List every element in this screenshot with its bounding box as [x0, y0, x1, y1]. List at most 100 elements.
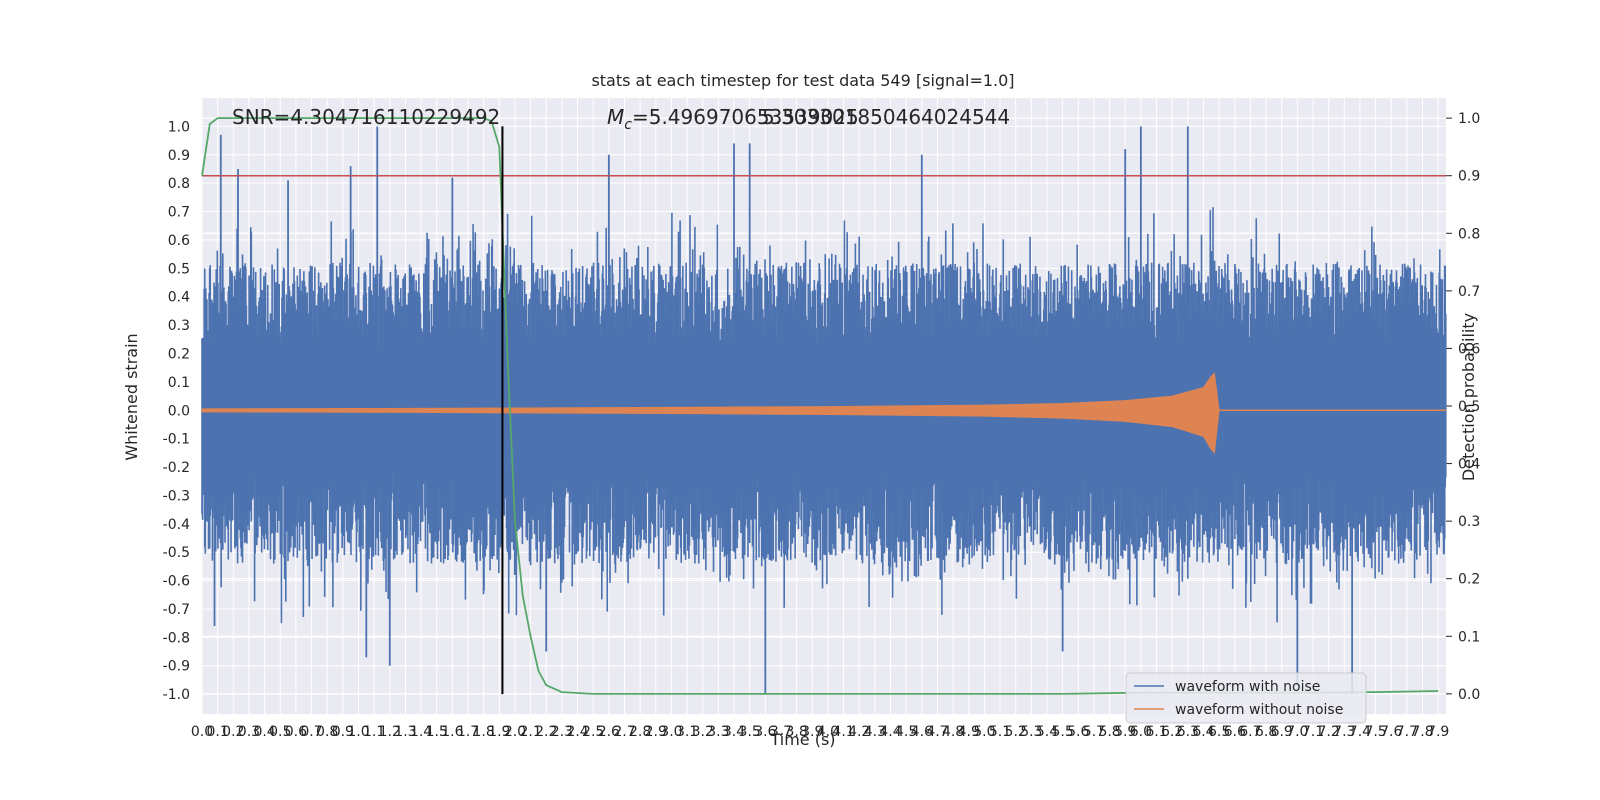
y-tick-label: 0.6 — [168, 233, 190, 249]
x-tick-label: 1.3 — [394, 724, 416, 740]
x-tick-label: 2.6 — [598, 724, 620, 740]
x-tick-label: 5.4 — [1036, 724, 1058, 740]
x-tick-label: 3.0 — [660, 724, 682, 740]
y2-tick-label: 0.1 — [1458, 629, 1480, 645]
x-tick-label: 0.3 — [238, 724, 260, 740]
y-tick-label: 0.7 — [168, 205, 190, 221]
detection-probability-line — [201, 117, 1439, 695]
y2-axis-label: Detection probability — [1459, 313, 1478, 481]
x-tick-label: 6.9 — [1271, 724, 1293, 740]
x-tick-label: 7.9 — [1427, 724, 1449, 740]
y-tick-label: -0.5 — [163, 545, 190, 561]
x-tick-label: 1.1 — [363, 724, 385, 740]
x-tick-label: 1.0 — [347, 724, 369, 740]
y-axis-label: Whitened strain — [122, 333, 141, 460]
y-tick-label: -0.7 — [163, 602, 190, 618]
x-tick-label: 3.9 — [801, 724, 823, 740]
x-tick-label: 6.8 — [1255, 724, 1277, 740]
x-tick-label: 4.9 — [958, 724, 980, 740]
y-tick-labels: -1.0 -0.9 -0.8 -0.7 -0.6 -0.5 -0.4 -0.3 -0.2 -0.1… — [163, 119, 190, 703]
y-tick-label: -0.6 — [163, 574, 190, 590]
y-tick-label: -0.1 — [163, 432, 190, 448]
x-tick-label: 2.8 — [629, 724, 651, 740]
y-tick-label: -0.8 — [163, 630, 190, 646]
x-tick-label: 5.0 — [973, 724, 995, 740]
y2-tick-label: 0.5 — [1458, 399, 1480, 415]
x-tick-label: 7.6 — [1380, 724, 1402, 740]
x-tick-label: 5.2 — [1005, 724, 1027, 740]
y-tick-label: 0.2 — [168, 346, 190, 362]
y2-tick-label: 0.3 — [1458, 514, 1480, 530]
y-tick-label: 0.9 — [168, 148, 190, 164]
x-tick-label: 1.7 — [457, 724, 479, 740]
legend-box — [1125, 672, 1367, 724]
x-tick-label: 7.3 — [1333, 724, 1355, 740]
x-tick-label: 2.0 — [504, 724, 526, 740]
x-tick-label: 3.1 — [676, 724, 698, 740]
y-tick-label: 0.8 — [168, 176, 190, 192]
x-tick-label: 5.1 — [989, 724, 1011, 740]
x-tick-label: 6.0 — [1130, 724, 1152, 740]
y-tick-label: 0.5 — [168, 261, 190, 277]
x-tick-label: 0.0 — [191, 724, 213, 740]
mc-value-a: =5.496970653539025 — [632, 105, 859, 129]
x-tick-label: 2.1 — [519, 724, 541, 740]
x-tick-label: 4.6 — [911, 724, 933, 740]
y2-tick-label: 0.2 — [1458, 572, 1480, 588]
x-tick-label: 5.6 — [1067, 724, 1089, 740]
x-tick-label: 0.9 — [332, 724, 354, 740]
y2-tick-label: 0.6 — [1458, 341, 1480, 357]
x-tick-label: 0.2 — [222, 724, 244, 740]
y-tick-label: -1.0 — [163, 687, 190, 703]
legend: waveform with noise waveform without noi… — [1125, 672, 1367, 724]
x-tick-label: 4.2 — [848, 724, 870, 740]
x-tick-label: 6.7 — [1239, 724, 1261, 740]
x-tick-label: 1.2 — [379, 724, 401, 740]
x-tick-label: 1.5 — [426, 724, 448, 740]
x-tick-label: 4.3 — [864, 724, 886, 740]
x-tick-label: 3.4 — [723, 724, 745, 740]
x-tick-label: 7.2 — [1318, 724, 1340, 740]
x-tick-label: 1.4 — [410, 724, 432, 740]
x-tick-label: 4.5 — [895, 724, 917, 740]
x-tick-label: 6.5 — [1208, 724, 1230, 740]
y2-tick-label: 1.0 — [1458, 111, 1480, 127]
x-tick-label: 2.2 — [535, 724, 557, 740]
y-tick-label: 0.1 — [168, 375, 190, 391]
y-tick-label: 0.4 — [168, 290, 190, 306]
x-tick-label: 2.5 — [582, 724, 604, 740]
x-tick-label: 2.3 — [551, 724, 573, 740]
x-tick-label: 2.4 — [566, 724, 588, 740]
mc-subscript: c — [624, 117, 632, 133]
x-tick-label: 6.2 — [1161, 724, 1183, 740]
y2-tick-label: 0.4 — [1458, 457, 1480, 473]
y-tick-label: 0.0 — [168, 403, 190, 419]
x-tick-label: 3.3 — [707, 724, 729, 740]
x-tick-label: 4.4 — [879, 724, 901, 740]
noise-waveform-line — [201, 207, 1447, 624]
y2-tick-label: 0.7 — [1458, 284, 1480, 300]
x-tick-label: 3.2 — [692, 724, 714, 740]
x-tick-label: 0.6 — [285, 724, 307, 740]
mc-symbol: M — [607, 105, 624, 129]
x-tick-label: 7.4 — [1349, 724, 1371, 740]
mc-annotation-overlap: 5.303301850464024544 — [762, 105, 1010, 129]
x-tick-label: 7.5 — [1364, 724, 1386, 740]
x-tick-label: 5.3 — [1020, 724, 1042, 740]
x-tick-label: 4.1 — [832, 724, 854, 740]
mc-annotation: Mc=5.496970653539025 — [607, 105, 859, 133]
x-tick-labels: 0.00.10.20.30.40.50.60.70.80.91.01.11.21… — [191, 724, 1449, 740]
snr-annotation: SNR=4.304716110229492 — [232, 105, 500, 129]
y-tick-label: 1.0 — [168, 119, 190, 135]
x-tick-label: 6.1 — [1145, 724, 1167, 740]
x-tick-label: 7.1 — [1302, 724, 1324, 740]
x-tick-label: 4.8 — [942, 724, 964, 740]
y-tick-label: 0.3 — [168, 318, 190, 334]
y-tick-label: -0.3 — [163, 488, 190, 504]
x-tick-label: 1.9 — [488, 724, 510, 740]
x-axis-label: Time (s) — [769, 730, 835, 749]
x-tick-label: 6.4 — [1192, 724, 1214, 740]
x-tick-label: 3.7 — [770, 724, 792, 740]
x-tick-label: 0.7 — [300, 724, 322, 740]
